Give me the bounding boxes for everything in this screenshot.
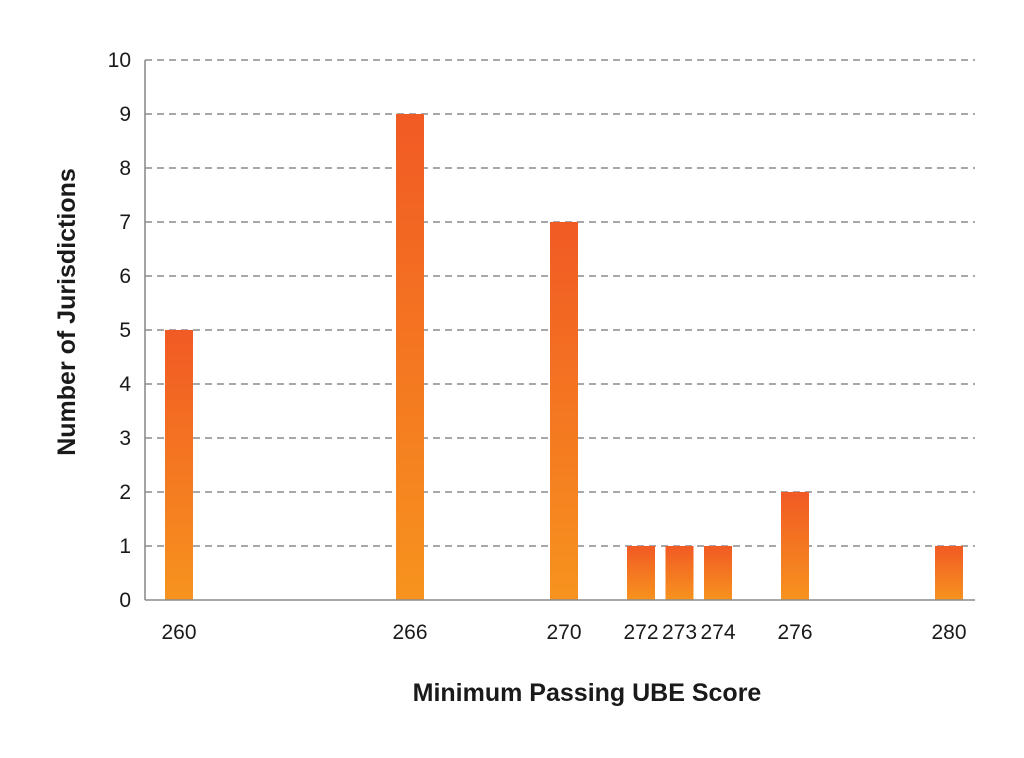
y-tick-label-10: 10 [108,49,131,72]
y-tick-label-1: 1 [119,535,131,558]
x-tick-label-274: 274 [700,621,735,644]
axes [144,60,975,601]
bar-276 [781,492,809,600]
y-tick-label-6: 6 [119,265,131,288]
y-tick-label-5: 5 [119,319,131,342]
tick-labels: 0 1 2 3 4 5 6 7 8 9 10 260 266 270 272 273 274 276 280 [108,49,967,644]
bar-274 [704,546,732,600]
bar-280 [935,546,963,600]
y-tick-label-7: 7 [119,211,131,234]
y-tick-label-3: 3 [119,427,131,450]
x-tick-label-272: 272 [623,621,658,644]
y-axis-title: Number of Jurisdictions [53,168,81,456]
bar-266 [396,114,424,600]
x-tick-label-273: 273 [662,621,697,644]
x-tick-label-260: 260 [161,621,196,644]
x-tick-label-270: 270 [546,621,581,644]
bars [165,114,963,600]
y-tick-label-4: 4 [119,373,131,396]
bar-260 [165,330,193,600]
y-tick-label-2: 2 [119,481,131,504]
bar-270 [550,222,578,600]
bar-273 [665,546,694,600]
y-tick-label-8: 8 [119,157,131,180]
y-tick-label-9: 9 [119,103,131,126]
x-tick-label-280: 280 [931,621,966,644]
y-tick-label-0: 0 [119,589,131,612]
x-tick-label-266: 266 [392,621,427,644]
x-axis-title: Minimum Passing UBE Score [413,679,762,707]
bar-272 [627,546,655,600]
x-tick-label-276: 276 [777,621,812,644]
